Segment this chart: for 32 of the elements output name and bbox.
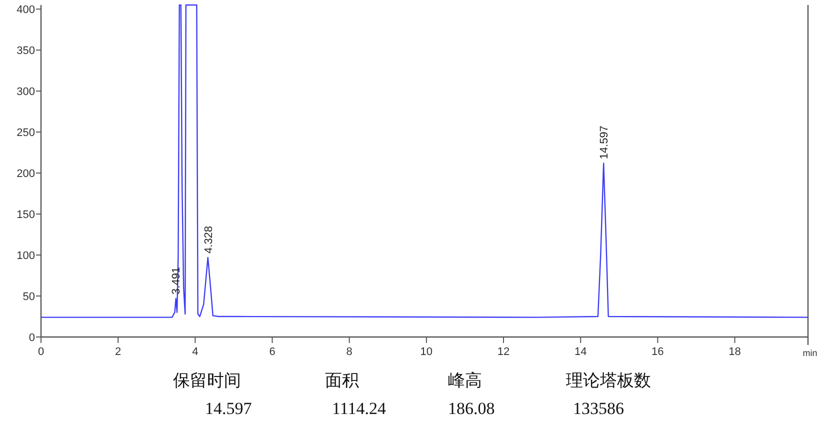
text: 理论塔板数: [566, 371, 651, 390]
x-axis-title: min: [802, 348, 818, 358]
text: 14.597: [205, 399, 252, 418]
y-tick-label: 100: [16, 250, 35, 262]
x-tick-label: 8: [346, 346, 352, 358]
text: 面积: [325, 371, 359, 390]
x-tick-label: 18: [728, 346, 741, 358]
y-tick-label: 0: [28, 332, 35, 344]
x-tick-label: 2: [115, 346, 122, 358]
x-tick-label: 14: [574, 346, 587, 358]
text: 保留时间: [173, 371, 241, 390]
y-tick-label: 50: [22, 291, 35, 304]
line-series: [40, 4, 809, 318]
y-tick-label: 350: [16, 45, 35, 58]
x-tick-label: 4: [192, 346, 198, 358]
y-tick-label: 200: [16, 168, 35, 180]
text: 133586: [573, 399, 624, 418]
text: 峰高: [448, 371, 482, 390]
x-tick-label: 6: [269, 346, 276, 358]
annotation: 14.597: [598, 126, 611, 160]
text: 186.08: [448, 399, 495, 418]
text: 1114.24: [332, 399, 386, 418]
x-tick-label: 0: [38, 346, 44, 358]
x-tick-label: 10: [420, 346, 433, 358]
y-tick-label: 400: [16, 4, 35, 16]
y-tick-label: 150: [16, 209, 35, 222]
y-tick-label: 300: [16, 86, 35, 98]
x-tick-label: 16: [652, 346, 664, 358]
x-tick-label: 12: [497, 346, 510, 358]
annotation: 3.491: [170, 266, 183, 294]
y-tick-label: 250: [16, 127, 35, 140]
annotation: 4.328: [202, 226, 215, 254]
